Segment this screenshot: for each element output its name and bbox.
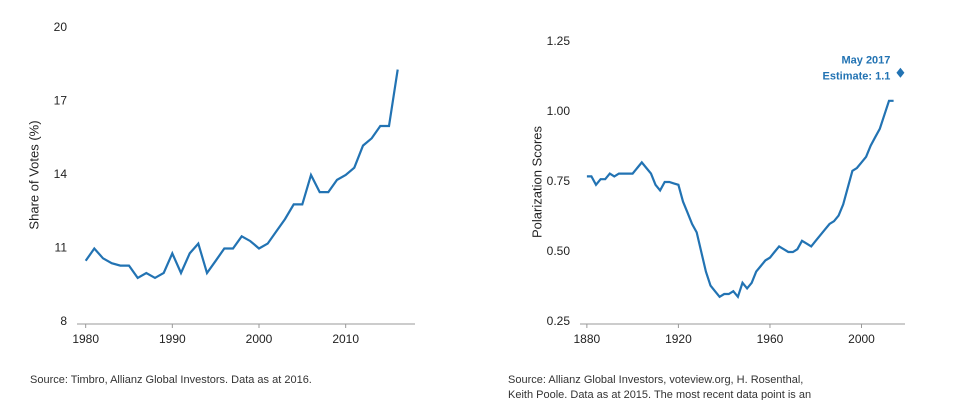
y-tick-label: 0.25 — [547, 314, 571, 328]
source: Keith Poole. Data as at 2015. The most r… — [508, 389, 811, 400]
x-tick-label: 1980 — [72, 332, 99, 346]
x-tick-label: 2010 — [332, 332, 359, 346]
x-tick-label: 1960 — [757, 332, 784, 346]
x-tick-label: 1880 — [574, 332, 601, 346]
y-tick-label: 1.00 — [547, 104, 571, 118]
y-tick-label: 0.50 — [547, 244, 571, 258]
x-tick-label: 1920 — [665, 332, 692, 346]
source: Source: Allianz Global Investors, votevi… — [508, 374, 803, 386]
y-axis-label: Share of Votes (%) — [26, 120, 41, 229]
annotation: May 2017 — [841, 55, 890, 67]
y-axis-label: Polarization Scores — [529, 126, 544, 238]
y-tick-label: 11 — [55, 241, 68, 255]
x-tick-label: 2000 — [848, 332, 875, 346]
y-tick-label: 0.75 — [547, 174, 571, 188]
annotation: Estimate: 1.1 — [823, 71, 891, 83]
y-tick-label: 17 — [54, 94, 68, 108]
line — [84, 69, 399, 280]
line — [586, 99, 894, 300]
estimate-marker — [896, 67, 905, 78]
source: Source: Timbro, Allianz Global Investors… — [30, 374, 312, 386]
x-tick-label: 2000 — [246, 332, 273, 346]
y-tick-label: 20 — [54, 20, 68, 34]
y-tick-label: 14 — [54, 167, 68, 181]
x-tick-label: 1990 — [159, 332, 186, 346]
y-tick-label: 1.25 — [547, 34, 571, 48]
y-tick-label: 8 — [60, 314, 67, 328]
